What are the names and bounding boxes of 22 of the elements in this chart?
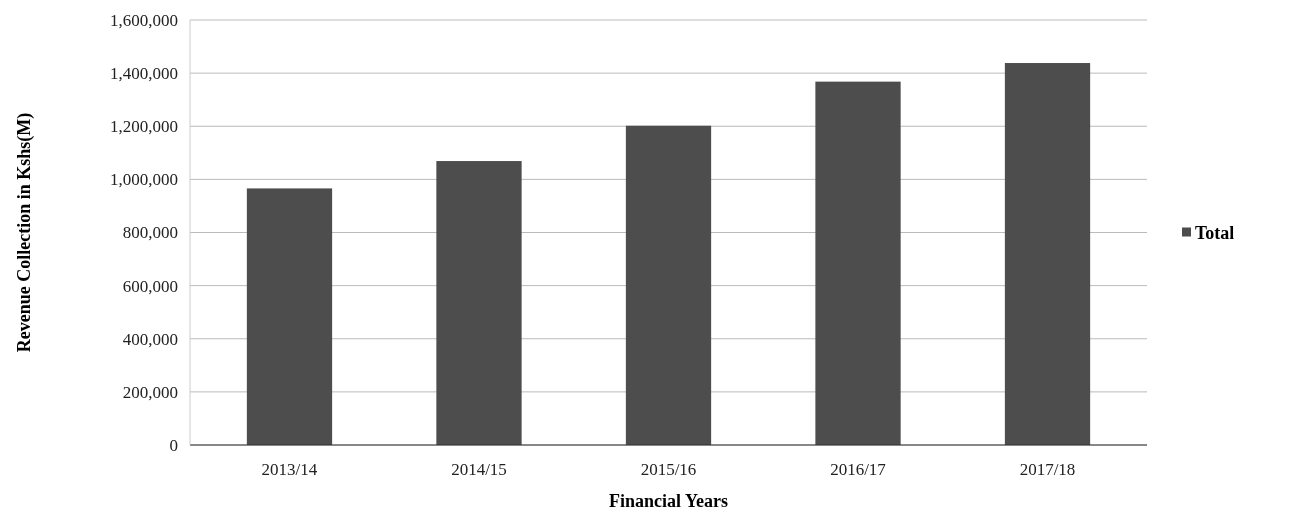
bar: [436, 161, 522, 445]
y-tick-label: 1,200,000: [110, 117, 178, 137]
bar: [625, 125, 712, 445]
x-tick-label: 2014/15: [451, 460, 507, 479]
y-tick-label: 200,000: [122, 382, 178, 402]
y-tick-label: 1,000,000: [110, 170, 178, 190]
y-tick-label: 0: [169, 435, 178, 455]
x-tick-label: 2015/16: [640, 460, 697, 479]
legend-label: Total: [1195, 222, 1235, 243]
x-tick-label: 2017/18: [1019, 460, 1076, 479]
x-tick-label: 2013/14: [261, 460, 318, 479]
bar: [1004, 63, 1091, 445]
bar: [246, 188, 333, 445]
y-tick-label: 600,000: [122, 276, 178, 296]
y-tick-label: 800,000: [122, 223, 178, 243]
y-tick-label: 1,400,000: [110, 64, 178, 84]
y-axis-title: Revenue Collection in Kshs(M): [14, 112, 35, 353]
x-axis-title: Financial Years: [609, 491, 728, 511]
y-tick-label: 1,600,000: [110, 10, 178, 30]
x-tick-label: 2016/17: [830, 460, 887, 479]
y-tick-label: 400,000: [122, 329, 178, 349]
bar: [815, 81, 901, 445]
